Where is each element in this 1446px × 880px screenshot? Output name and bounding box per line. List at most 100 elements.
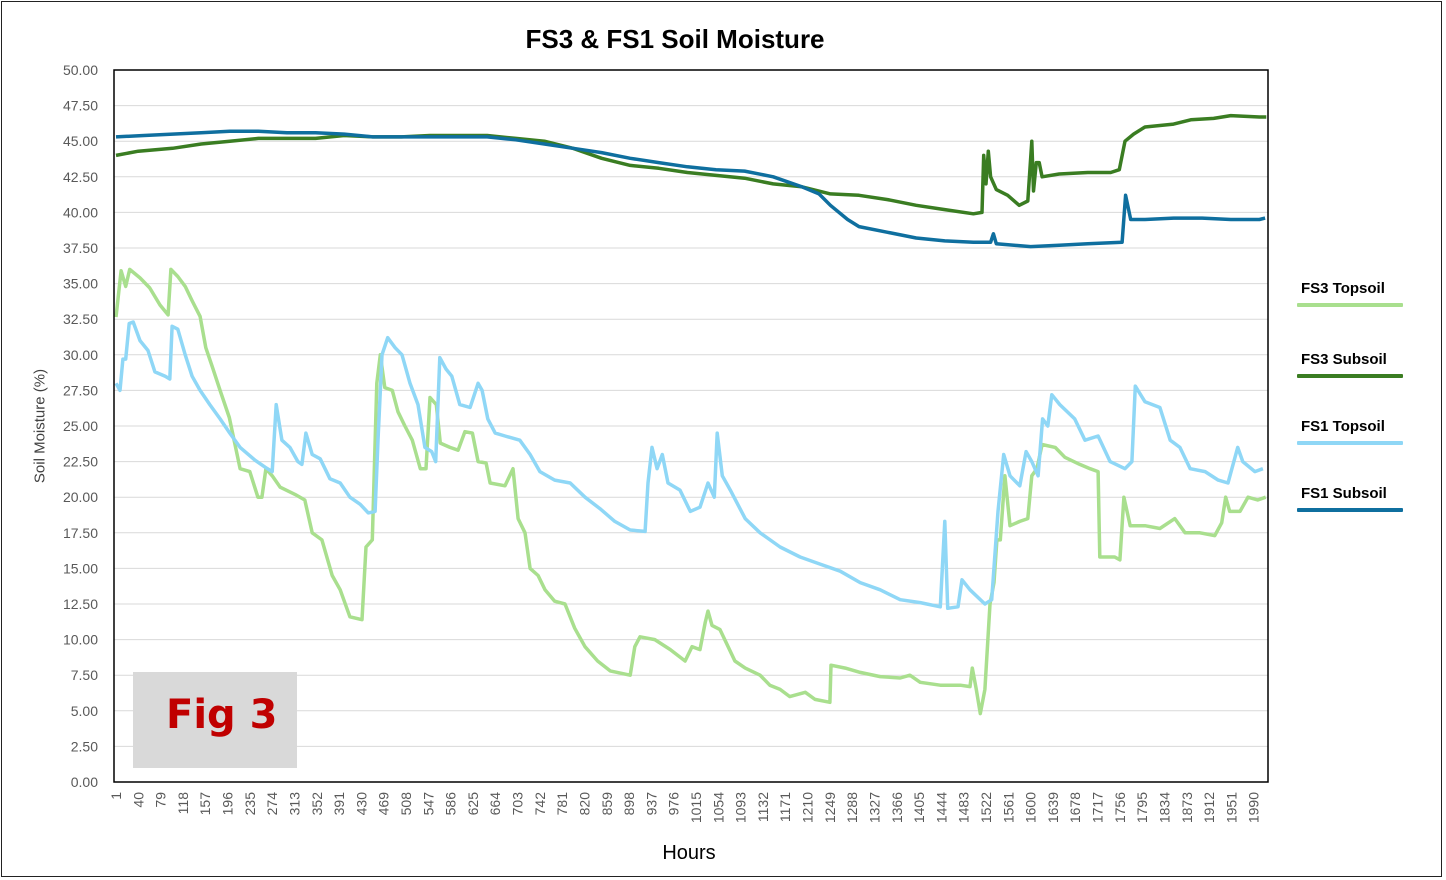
y-tick-label: 37.50: [63, 240, 98, 256]
series-line-fs3-subsoil: [115, 113, 1267, 216]
grid-lines: [114, 69, 1268, 783]
x-tick-label: 1600: [1023, 792, 1039, 823]
y-tick-label: 25.00: [63, 418, 98, 434]
y-tick-labels: 0.00 2.50 5.00 7.50 10.00 12.50 15.00 17.50 20.0…: [63, 62, 98, 790]
y-tick-label: 30.00: [63, 347, 98, 363]
y-tick-label: 27.50: [63, 382, 98, 398]
x-tick-label: 586: [443, 792, 459, 816]
y-tick-label: 50.00: [63, 62, 98, 78]
series-lines: [114, 113, 1267, 716]
x-tick-label: 1171: [777, 792, 793, 822]
x-tick-label: 1405: [911, 792, 927, 823]
x-tick-label: 547: [420, 792, 436, 816]
legend-label: FS3 Topsoil: [1301, 280, 1385, 297]
x-tick-label: 313: [286, 792, 302, 816]
x-tick-label: 79: [153, 792, 169, 808]
x-tick-label: 1093: [733, 792, 749, 823]
x-tick-label: 352: [309, 792, 325, 816]
y-tick-label: 42.50: [63, 169, 98, 185]
legend-item: FS1 Subsoil: [1297, 485, 1403, 512]
x-tick-label: 1678: [1067, 792, 1083, 823]
x-tick-label: 1912: [1201, 792, 1217, 823]
x-tick-label: 391: [331, 792, 347, 816]
x-tick-label: 1951: [1223, 792, 1239, 823]
x-tick-label: 1054: [710, 792, 726, 823]
legend-swatch: [1297, 441, 1403, 445]
x-tick-label: 40: [130, 792, 146, 808]
x-tick-label: 1288: [844, 792, 860, 823]
y-tick-label: 2.50: [71, 738, 98, 754]
series-line-fs1-topsoil: [114, 320, 1264, 611]
x-tick-label: 1795: [1134, 792, 1150, 823]
legend-item: FS3 Subsoil: [1297, 351, 1403, 378]
legend-label: FS3 Subsoil: [1301, 351, 1387, 368]
y-tick-label: 40.00: [63, 204, 98, 220]
x-tick-label: 274: [264, 792, 280, 816]
x-tick-label: 1210: [800, 792, 816, 823]
x-tick-label: 937: [643, 792, 659, 816]
y-tick-label: 17.50: [63, 525, 98, 541]
y-tick-label: 45.00: [63, 133, 98, 149]
x-tick-label: 1366: [889, 792, 905, 823]
y-tick-label: 35.00: [63, 276, 98, 292]
x-axis-label: Hours: [662, 842, 716, 864]
y-tick-label: 5.00: [71, 703, 98, 719]
x-tick-label: 625: [465, 792, 481, 816]
x-tick-label: 157: [197, 792, 213, 816]
x-tick-label: 1717: [1090, 792, 1106, 823]
x-tick-label: 430: [353, 792, 369, 816]
legend-swatch: [1297, 303, 1403, 307]
y-tick-label: 10.00: [63, 632, 98, 648]
x-tick-label: 1483: [956, 792, 972, 823]
legend-swatch: [1297, 374, 1403, 378]
x-tick-label: 469: [376, 792, 392, 816]
x-tick-label: 1015: [688, 792, 704, 823]
x-tick-label: 664: [487, 792, 503, 816]
legend-swatch: [1297, 508, 1403, 512]
y-tick-label: 22.50: [63, 454, 98, 470]
x-tick-label: 1132: [755, 792, 771, 822]
legend-item: FS1 Topsoil: [1297, 418, 1403, 445]
figure-annotation-box: Fig 3: [133, 672, 297, 768]
y-tick-label: 0.00: [71, 774, 98, 790]
x-tick-label: 196: [220, 792, 236, 816]
y-tick-label: 20.00: [63, 489, 98, 505]
x-tick-label: 1561: [1000, 792, 1016, 823]
x-tick-label: 1990: [1246, 792, 1262, 823]
x-tick-label: 1444: [933, 792, 949, 823]
x-tick-label: 1: [108, 792, 124, 800]
legend-label: FS1 Topsoil: [1301, 418, 1385, 435]
x-tick-label: 898: [621, 792, 637, 816]
chart-title: FS3 & FS1 Soil Moisture: [525, 24, 825, 54]
x-tick-label: 1873: [1179, 792, 1195, 823]
y-tick-label: 15.00: [63, 560, 98, 576]
x-tick-labels: 1 40 79 118 157 196 235 274 313 352 391 430 469 508 54…: [108, 792, 1262, 823]
figure-annotation-text: Fig 3: [166, 692, 278, 738]
y-tick-label: 32.50: [63, 311, 98, 327]
x-tick-label: 859: [599, 792, 615, 816]
x-tick-label: 508: [398, 792, 414, 816]
x-tick-label: 1756: [1112, 792, 1128, 823]
plot-area-border: [113, 69, 1269, 783]
series-line-fs3-topsoil: [114, 267, 1267, 716]
y-tick-label: 7.50: [71, 667, 98, 683]
legend-label: FS1 Subsoil: [1301, 485, 1387, 502]
x-tick-label: 820: [576, 792, 592, 816]
x-tick-label: 703: [510, 792, 526, 816]
x-tick-label: 1522: [978, 792, 994, 823]
x-tick-label: 976: [666, 792, 682, 816]
x-tick-label: 1834: [1156, 792, 1172, 823]
series-line-fs1-subsoil: [115, 129, 1266, 249]
legend-item: FS3 Topsoil: [1297, 280, 1403, 307]
y-tick-label: 12.50: [63, 596, 98, 612]
x-tick-label: 1327: [866, 792, 882, 823]
x-tick-label: 118: [175, 792, 191, 815]
y-tick-label: 47.50: [63, 98, 98, 114]
x-tick-label: 235: [242, 792, 258, 816]
x-tick-label: 742: [532, 792, 548, 816]
x-tick-label: 1249: [822, 792, 838, 823]
x-tick-label: 781: [554, 792, 570, 816]
x-tick-label: 1639: [1045, 792, 1061, 823]
